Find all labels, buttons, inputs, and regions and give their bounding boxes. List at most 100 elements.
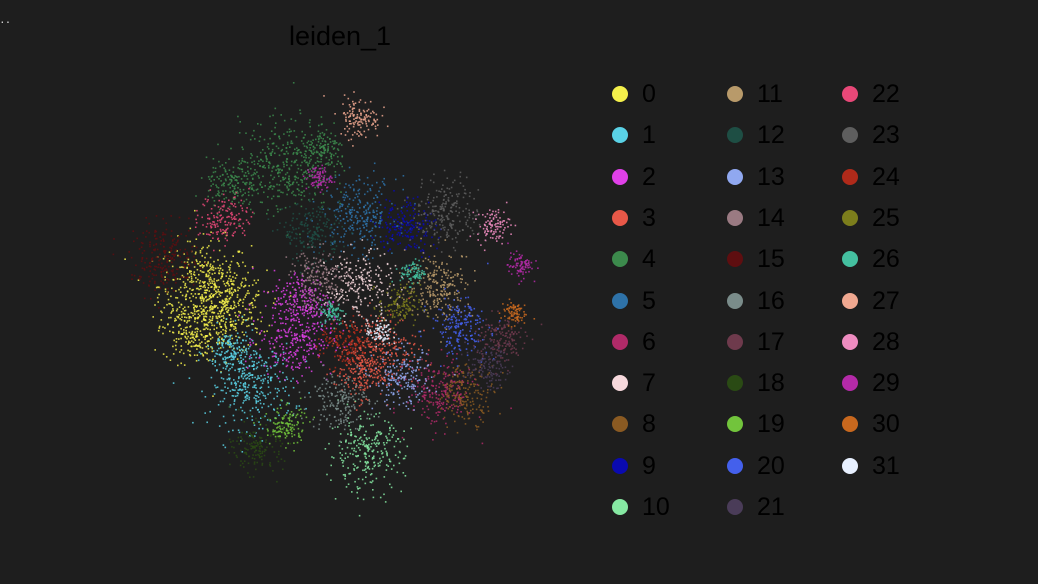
legend-label-21: 21 xyxy=(757,493,785,521)
legend-label-25: 25 xyxy=(872,203,900,232)
cluster-19-points xyxy=(253,397,315,452)
legend-swatch-24 xyxy=(842,168,858,185)
cluster-26-points xyxy=(319,258,426,330)
legend-swatch-11 xyxy=(727,86,743,102)
legend-swatch-9 xyxy=(612,457,628,474)
chart-title: leiden_1 xyxy=(288,21,392,51)
legend-label-19: 19 xyxy=(757,410,785,439)
legend-swatch-28 xyxy=(842,333,858,350)
cluster-27-points xyxy=(323,91,389,147)
legend-label-28: 28 xyxy=(872,327,900,356)
cluster-15-points xyxy=(112,215,207,309)
legend-swatch-4 xyxy=(612,251,628,268)
legend-label-29: 29 xyxy=(872,369,900,398)
legend-item-5: 5 xyxy=(612,281,722,321)
legend-item-3: 3 xyxy=(612,198,722,238)
legend-swatch-15 xyxy=(727,251,743,268)
cluster-4-points xyxy=(195,82,346,236)
cluster-6-points xyxy=(393,348,512,445)
legend-item-28: 28 xyxy=(842,322,952,362)
legend-item-2: 2 xyxy=(612,157,722,197)
legend-label-31: 31 xyxy=(872,451,900,480)
cluster-31-points xyxy=(365,309,396,348)
cluster-17-points xyxy=(473,310,543,375)
legend-item-31: 31 xyxy=(842,446,952,486)
cluster-28-points xyxy=(469,201,517,252)
legend-swatch-7 xyxy=(612,375,628,392)
legend-item-10: 10 xyxy=(612,487,722,527)
legend-item-16: 16 xyxy=(727,281,837,321)
legend-item-30: 30 xyxy=(842,404,952,444)
cluster-23-points xyxy=(396,169,487,253)
legend-label-8: 8 xyxy=(642,410,656,439)
legend-swatch-18 xyxy=(727,375,743,392)
cluster-legend: 0 1 2 3 4 5 6 7 8 9 10 11 12 13 14 15 16 17 18 19 20 21 22 23 24… xyxy=(612,74,952,534)
legend-swatch-8 xyxy=(612,416,628,433)
legend-item-26: 26 xyxy=(842,239,952,279)
legend-item-6: 6 xyxy=(612,322,722,362)
legend-swatch-16 xyxy=(727,292,743,309)
legend-label-24: 24 xyxy=(872,162,900,191)
legend-label-10: 10 xyxy=(642,493,670,521)
cluster-24-points xyxy=(315,315,385,373)
legend-label-4: 4 xyxy=(642,245,656,274)
legend-item-17: 17 xyxy=(727,322,837,362)
legend-item-1: 1 xyxy=(612,115,722,155)
cluster-14-points xyxy=(285,243,372,313)
legend-swatch-1 xyxy=(612,127,628,144)
legend-swatch-3 xyxy=(612,209,628,226)
cluster-2-points xyxy=(238,267,350,384)
cluster-21-points xyxy=(460,338,514,391)
legend-label-27: 27 xyxy=(872,286,900,315)
legend-swatch-2 xyxy=(612,168,628,185)
legend-item-25: 25 xyxy=(842,198,952,238)
legend-label-0: 0 xyxy=(642,80,656,108)
legend-label-3: 3 xyxy=(642,203,656,232)
legend-swatch-23 xyxy=(842,127,858,144)
legend-label-20: 20 xyxy=(757,451,785,480)
legend-label-17: 17 xyxy=(757,327,785,356)
cluster-0-points xyxy=(124,209,292,397)
legend-swatch-27 xyxy=(842,292,858,309)
cluster-16-points xyxy=(292,364,380,443)
legend-swatch-20 xyxy=(727,457,743,474)
cluster-5-points xyxy=(306,162,420,261)
cluster-25-points xyxy=(371,283,430,330)
legend-item-21: 21 xyxy=(727,487,837,527)
legend-label-18: 18 xyxy=(757,369,785,398)
legend-label-14: 14 xyxy=(757,203,785,232)
legend-label-2: 2 xyxy=(642,162,656,191)
legend-label-23: 23 xyxy=(872,121,900,150)
cluster-11-points xyxy=(396,237,476,343)
window-corner-dots: ·· xyxy=(0,13,12,29)
legend-item-0: 0 xyxy=(612,74,722,114)
legend-item-22: 22 xyxy=(842,74,952,114)
legend-item-12: 12 xyxy=(727,115,837,155)
umap-scatter-plot xyxy=(112,82,543,517)
legend-label-1: 1 xyxy=(642,121,656,150)
legend-label-13: 13 xyxy=(757,162,785,191)
legend-label-6: 6 xyxy=(642,327,656,356)
cluster-8-points xyxy=(428,363,504,434)
legend-item-7: 7 xyxy=(612,363,722,403)
cluster-22-points xyxy=(194,187,254,252)
legend-swatch-22 xyxy=(842,86,858,102)
legend-swatch-26 xyxy=(842,251,858,268)
legend-item-4: 4 xyxy=(612,239,722,279)
legend-label-11: 11 xyxy=(757,80,783,108)
legend-swatch-12 xyxy=(727,127,743,144)
legend-label-15: 15 xyxy=(757,245,785,274)
legend-swatch-5 xyxy=(612,292,628,309)
legend-item-23: 23 xyxy=(842,115,952,155)
legend-swatch-31 xyxy=(842,457,858,474)
cluster-7-points xyxy=(320,239,403,327)
cluster-30-points xyxy=(498,298,536,328)
legend-label-26: 26 xyxy=(872,245,900,274)
legend-item-9: 9 xyxy=(612,446,722,486)
legend-item-20: 20 xyxy=(727,446,837,486)
legend-swatch-13 xyxy=(727,168,743,185)
legend-item-29: 29 xyxy=(842,363,952,403)
legend-item-13: 13 xyxy=(727,157,837,197)
legend-label-30: 30 xyxy=(872,410,900,439)
legend-swatch-0 xyxy=(612,86,628,102)
